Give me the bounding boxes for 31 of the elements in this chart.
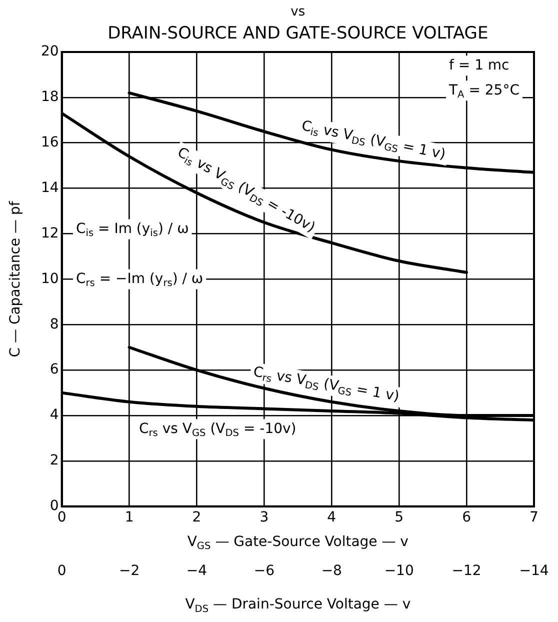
x-tick-label: 4	[327, 509, 336, 526]
text: Crs vs VDS (VGS = 1 v)	[252, 364, 400, 405]
y-tick-label: 20	[40, 44, 59, 60]
text: Cis vs VDS (VGS = 1 v)	[300, 118, 447, 163]
x2-tick-label: −2	[118, 563, 140, 580]
x2-tick-label: −14	[519, 563, 549, 580]
x-tick-label: 1	[124, 509, 134, 526]
x-tick-label: 7	[530, 509, 538, 526]
x2-tick-label: −6	[254, 563, 275, 580]
y-tick-label: 0	[50, 498, 59, 514]
y-tick-label: 4	[50, 407, 59, 424]
y-tick-label: 2	[50, 452, 59, 469]
chart-title: vs	[290, 4, 306, 20]
x-tick-label: 2	[192, 509, 202, 526]
annotation: f = 1 mc	[449, 57, 510, 74]
x2-tick-label: −4	[186, 563, 208, 580]
y-tick-label: 6	[50, 362, 59, 378]
y-tick-label: 14	[40, 180, 59, 196]
y-tick-label: 18	[40, 89, 59, 106]
y-axis-title: C — Capacitance — pf	[8, 200, 24, 358]
x2-tick-label: −12	[452, 563, 482, 580]
x-tick-label: 5	[394, 509, 404, 526]
y-tick-label: 8	[50, 316, 59, 332]
x-tick-label: 6	[462, 509, 472, 526]
x-tick-label: 3	[260, 509, 269, 526]
x2-tick-label: −10	[384, 563, 414, 580]
y-tick-label: 12	[40, 225, 59, 242]
x2-tick-label: −8	[321, 563, 342, 580]
y-tick-label: 10	[40, 270, 59, 287]
y-tick-label: 16	[40, 134, 59, 151]
chart-subtitle: DRAIN-SOURCE AND GATE-SOURCE VOLTAGE	[108, 23, 488, 44]
